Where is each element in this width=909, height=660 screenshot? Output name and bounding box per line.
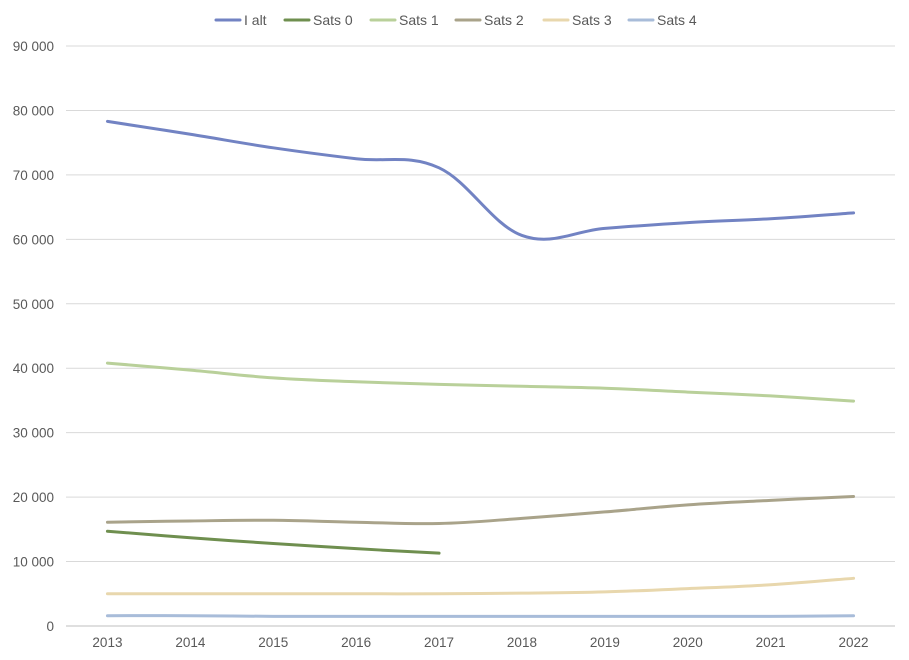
y-tick-label: 70 000 (13, 168, 54, 183)
x-tick-label: 2017 (424, 635, 454, 650)
legend-label-i-alt: I alt (244, 12, 267, 28)
x-tick-label: 2019 (590, 635, 620, 650)
y-tick-label: 30 000 (13, 426, 54, 441)
y-tick-label: 40 000 (13, 361, 54, 376)
y-tick-label: 80 000 (13, 103, 54, 118)
x-tick-label: 2015 (258, 635, 288, 650)
y-tick-label: 50 000 (13, 297, 54, 312)
x-tick-label: 2020 (673, 635, 703, 650)
x-axis: 2013 2014 2015 2016 2017 2018 2019 2020 2021 2022 (92, 635, 868, 650)
legend-label-sats-1: Sats 1 (399, 12, 439, 28)
x-tick-label: 2021 (756, 635, 786, 650)
y-tick-label: 60 000 (13, 232, 54, 247)
x-tick-label: 2022 (839, 635, 869, 650)
y-tick-label: 20 000 (13, 490, 54, 505)
x-tick-label: 2018 (507, 635, 537, 650)
legend-label-sats-0: Sats 0 (313, 12, 353, 28)
series-line-sats-0 (105, 529, 441, 555)
y-tick-label: 0 (46, 619, 54, 634)
y-tick-label: 10 000 (13, 555, 54, 570)
y-axis: 0 10 000 20 000 30 000 40 000 50 000 60 000 70 … (13, 39, 54, 634)
legend-label-sats-3: Sats 3 (572, 12, 612, 28)
y-tick-label: 90 000 (13, 39, 54, 54)
series-group (105, 119, 856, 618)
series-line-sats-3 (105, 576, 856, 596)
series-line-i-alt (105, 119, 856, 241)
series-line-sats-1 (105, 361, 856, 403)
legend-label-sats-2: Sats 2 (484, 12, 524, 28)
x-tick-label: 2013 (92, 635, 122, 650)
x-tick-label: 2016 (341, 635, 371, 650)
gridlines (66, 45, 895, 627)
legend-label-sats-4: Sats 4 (657, 12, 697, 28)
x-tick-label: 2014 (175, 635, 206, 650)
series-line-sats-4 (105, 614, 856, 618)
series-line-sats-2 (105, 494, 856, 526)
legend: I alt Sats 0 Sats 1 Sats 2 Sats 3 Sats 4 (214, 12, 697, 28)
